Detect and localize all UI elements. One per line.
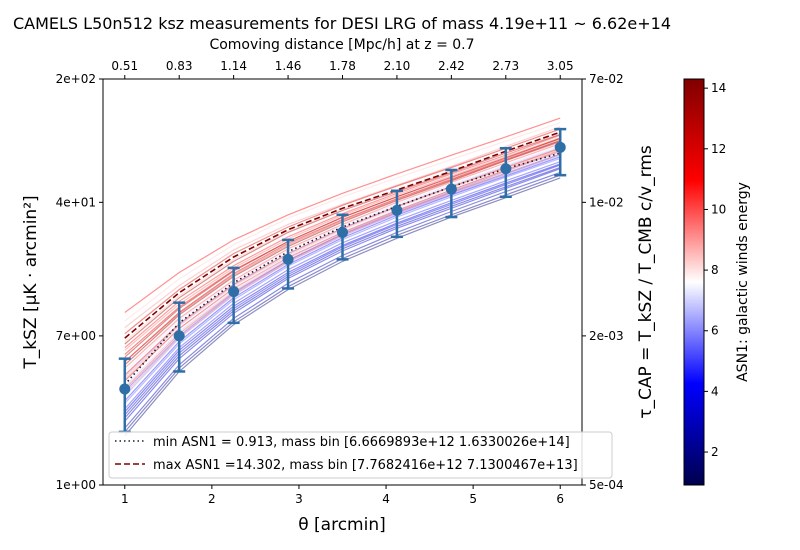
data-point-6 <box>445 183 457 195</box>
right-tick-label-2: 1e-02 <box>589 195 624 209</box>
legend-entry-max: max ASN1 =14.302, mass bin [7.7682416e+1… <box>153 458 578 473</box>
x-tick-label-1: 2 <box>208 492 216 506</box>
right-tick-label-1: 2e-03 <box>589 329 624 343</box>
extreme-asn1-lines <box>124 131 561 386</box>
top-tick-label-0: 0.51 <box>111 59 138 73</box>
colorbar: 2 4 6 8 10 12 14 ASN1: galactic winds energy <box>683 78 751 486</box>
ensemble-line-28 <box>124 117 561 313</box>
left-tick-label-0: 1e+00 <box>56 478 96 492</box>
x-tick-label-2: 3 <box>295 492 303 506</box>
left-axis-ticks: 1e+00 7e+00 4e+01 2e+02 <box>56 72 103 492</box>
left-tick-label-3: 2e+02 <box>56 72 96 86</box>
ensemble-line-22 <box>124 177 561 437</box>
top-axis-label: Comoving distance [Mpc/h] at z = 0.7 <box>209 37 474 53</box>
legend-entry-min: min ASN1 = 0.913, mass bin [6.6669893e+1… <box>153 435 570 450</box>
max-asn1-line <box>124 131 561 339</box>
top-tick-label-7: 2.73 <box>492 59 519 73</box>
colorbar-tick-label-2: 6 <box>711 324 719 338</box>
data-point-5 <box>391 204 403 216</box>
right-tick-label-0: 5e-04 <box>589 478 624 492</box>
min-asn1-line <box>124 152 561 386</box>
colorbar-tick-label-3: 8 <box>711 263 719 277</box>
colorbar-tick-label-4: 10 <box>711 202 726 216</box>
data-point-8 <box>554 141 566 153</box>
data-point-2 <box>228 285 240 297</box>
x-tick-label-3: 4 <box>382 492 390 506</box>
x-tick-label-5: 6 <box>556 492 564 506</box>
x-axis-ticks: 1 2 3 4 5 6 <box>121 485 564 506</box>
colorbar-tick-label-5: 12 <box>711 142 726 156</box>
chart-title: CAMELS L50n512 ksz measurements for DESI… <box>13 14 671 33</box>
colorbar-tick-label-1: 4 <box>711 384 719 398</box>
colorbar-ticks: 2 4 6 8 10 12 14 <box>704 81 726 459</box>
data-point-4 <box>337 226 348 238</box>
ensemble-line-0 <box>124 126 561 329</box>
colorbar-tick-label-6: 14 <box>711 81 726 95</box>
colorbar-label: ASN1: galactic winds energy <box>735 182 751 382</box>
data-point-1 <box>173 330 185 342</box>
colorbar-gradient <box>683 78 705 486</box>
top-axis-ticks: 0.51 0.83 1.14 1.46 1.78 2.10 2.42 2.73 3.05 <box>111 59 574 79</box>
data-point-0 <box>119 383 131 395</box>
top-tick-label-4: 1.78 <box>329 59 356 73</box>
ensemble-line-1 <box>124 122 561 322</box>
legend-box <box>108 431 613 479</box>
ensemble-line-19 <box>124 168 561 422</box>
y-axis-label-left: T_kSZ [μK · arcmin²] <box>21 195 41 369</box>
ensemble-line-29 <box>124 128 561 335</box>
x-tick-label-4: 5 <box>469 492 477 506</box>
y-axis-label-right: τ_CAP = T_kSZ / T_CMB c/v_rms <box>636 145 656 419</box>
ensemble-lines <box>124 117 561 437</box>
right-axis-ticks: 5e-04 2e-03 1e-02 7e-02 <box>582 72 624 492</box>
data-point-7 <box>500 163 512 175</box>
x-axis-label: θ [arcmin] <box>298 515 386 535</box>
right-tick-label-3: 7e-02 <box>589 72 624 86</box>
x-tick-label-0: 1 <box>121 492 129 506</box>
colorbar-tick-label-0: 2 <box>711 445 719 459</box>
top-tick-label-5: 2.10 <box>384 59 411 73</box>
top-tick-label-1: 0.83 <box>166 59 193 73</box>
left-tick-label-1: 7e+00 <box>56 329 96 343</box>
ensemble-line-5 <box>124 133 561 345</box>
top-tick-label-8: 3.05 <box>547 59 574 73</box>
left-tick-label-2: 4e+01 <box>56 195 96 209</box>
data-point-3 <box>282 253 294 265</box>
top-tick-label-2: 1.14 <box>220 59 247 73</box>
legend: min ASN1 = 0.913, mass bin [6.6669893e+1… <box>108 431 613 479</box>
top-tick-label-6: 2.42 <box>438 59 465 73</box>
top-tick-label-3: 1.46 <box>275 59 302 73</box>
